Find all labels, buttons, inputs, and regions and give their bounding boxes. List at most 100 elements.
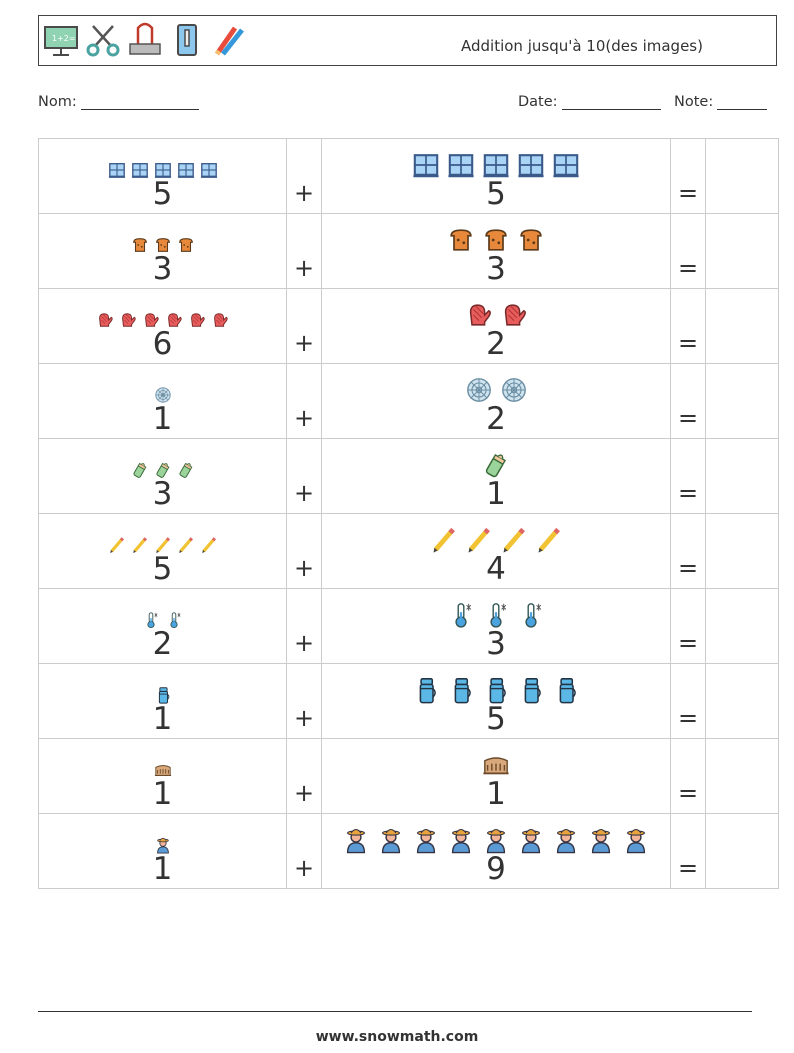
answer-cell[interactable]	[705, 438, 779, 514]
plus-sign: +	[293, 779, 315, 807]
problems-table: 5 +5 = 3 +3 = 6 +2 = 1 +2 = 3 +1 = 5 +4 = 2 +3 = 1 +5 = 1 +1 = 1 +9 =	[38, 138, 779, 889]
right-picture-group	[322, 822, 670, 858]
plus-sign: +	[293, 629, 315, 657]
right-cell: 3	[321, 588, 671, 664]
spider-web-icon	[500, 376, 528, 408]
plus-sign: +	[293, 479, 315, 507]
left-operand: 1	[39, 747, 286, 810]
problem-row: 3 +3 =	[38, 213, 779, 289]
answer-cell[interactable]	[705, 213, 779, 289]
thermometer-icon	[165, 611, 183, 633]
pencil-icon	[500, 526, 528, 558]
right-picture-group	[322, 597, 670, 633]
date-blank[interactable]	[561, 95, 661, 110]
answer-cell[interactable]	[705, 513, 779, 589]
thermos-icon	[447, 676, 475, 708]
equals-cell: =	[670, 213, 706, 289]
name-label: Nom:	[38, 94, 77, 110]
left-operand: 2	[39, 597, 286, 660]
pencil-sharpener-icon	[169, 22, 205, 58]
right-number: 2	[486, 401, 506, 437]
left-picture-group	[39, 822, 286, 858]
right-cell: 2	[321, 363, 671, 439]
plus-cell: +	[286, 588, 322, 664]
answer-cell[interactable]	[705, 588, 779, 664]
thermometer-icon	[447, 601, 475, 633]
right-picture-group	[322, 747, 670, 783]
toast-icon	[131, 236, 149, 258]
window-icon	[517, 151, 545, 183]
score-label: Note:	[674, 94, 714, 110]
equals-cell: =	[670, 663, 706, 739]
left-picture-group	[39, 672, 286, 708]
problem-row: 6 +2 =	[38, 288, 779, 364]
farmer-icon	[412, 826, 440, 858]
equals-sign: =	[677, 329, 699, 357]
name-blank[interactable]	[80, 95, 199, 110]
scissors-icon	[85, 22, 121, 58]
left-number: 5	[152, 551, 173, 587]
problem-row: 2 +3 =	[38, 588, 779, 664]
colosseum-icon	[482, 751, 510, 783]
left-operand: 3	[39, 222, 286, 285]
window-icon	[177, 161, 195, 183]
left-cell: 5	[38, 513, 287, 589]
left-number: 6	[152, 326, 173, 362]
problem-row: 1 +5 =	[38, 663, 779, 739]
right-cell: 5	[321, 138, 671, 214]
answer-cell[interactable]	[705, 288, 779, 364]
left-cell: 3	[38, 438, 287, 514]
pencil-icon	[430, 526, 458, 558]
right-cell: 5	[321, 663, 671, 739]
right-cell: 1	[321, 738, 671, 814]
right-picture-group	[322, 222, 670, 258]
score-blank[interactable]	[717, 95, 768, 110]
spider-web-icon	[465, 376, 493, 408]
left-operand: 5	[39, 147, 286, 210]
equals-cell: =	[670, 288, 706, 364]
worksheet-title: Addition jusqu'à 10(des images)	[461, 37, 703, 55]
answer-cell[interactable]	[705, 663, 779, 739]
toast-icon	[154, 236, 172, 258]
answer-cell[interactable]	[705, 738, 779, 814]
right-cell: 9	[321, 813, 671, 889]
right-number: 3	[486, 251, 506, 287]
right-operand: 9	[322, 822, 670, 885]
left-cell: 1	[38, 363, 287, 439]
problem-row: 3 +1 =	[38, 438, 779, 514]
left-cell: 5	[38, 138, 287, 214]
chalkboard-icon: 1+2=	[43, 22, 79, 58]
equals-cell: =	[670, 738, 706, 814]
left-cell: 6	[38, 288, 287, 364]
right-operand: 1	[322, 447, 670, 510]
farmer-icon	[587, 826, 615, 858]
toast-icon	[482, 226, 510, 258]
window-icon	[482, 151, 510, 183]
equals-sign: =	[677, 704, 699, 732]
left-number: 3	[152, 476, 173, 512]
thermos-icon	[517, 676, 545, 708]
answer-cell[interactable]	[705, 813, 779, 889]
thermos-icon	[412, 676, 440, 708]
window-icon	[108, 161, 126, 183]
right-number: 5	[486, 176, 506, 212]
right-operand: 1	[322, 747, 670, 810]
toast-icon	[447, 226, 475, 258]
right-cell: 3	[321, 213, 671, 289]
plus-cell: +	[286, 438, 322, 514]
answer-cell[interactable]	[705, 363, 779, 439]
answer-cell[interactable]	[705, 138, 779, 214]
left-cell: 2	[38, 588, 287, 664]
spider-web-icon	[154, 386, 172, 408]
date-field: Date:	[518, 94, 661, 110]
baby-bottle-icon	[154, 461, 172, 483]
name-field: Nom:	[38, 94, 199, 110]
oven-mitt-icon	[96, 311, 114, 333]
equals-sign: =	[677, 629, 699, 657]
score-field: Note:	[674, 94, 768, 110]
thermos-icon	[482, 676, 510, 708]
oven-mitt-icon	[142, 311, 160, 333]
oven-mitt-icon	[119, 311, 137, 333]
left-number: 3	[152, 251, 173, 287]
left-picture-group	[39, 447, 286, 483]
